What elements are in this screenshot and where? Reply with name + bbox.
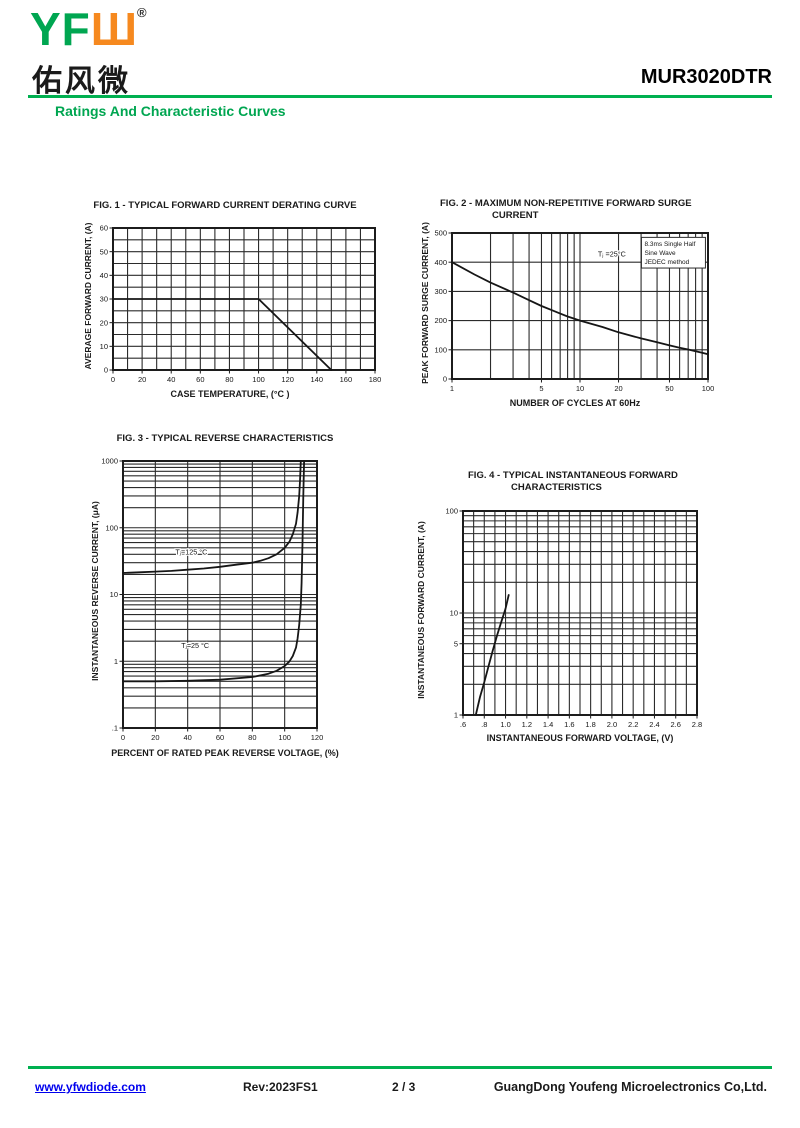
svg-text:160: 160 (340, 375, 353, 384)
figure-2: FIG. 2 - MAXIMUM NON-REPETITIVE FORWARD … (405, 192, 750, 422)
fig3-title: FIG. 3 - TYPICAL REVERSE CHARACTERISTICS (116, 433, 334, 444)
svg-text:20: 20 (100, 318, 108, 327)
svg-text:100: 100 (105, 523, 118, 532)
svg-text:80: 80 (248, 733, 256, 742)
fig1-title: FIG. 1 - TYPICAL FORWARD CURRENT DERATIN… (93, 200, 357, 211)
figure-3: FIG. 3 - TYPICAL REVERSE CHARACTERISTICS… (55, 430, 395, 770)
page-number: 2 / 3 (392, 1080, 416, 1094)
svg-text:.8: .8 (481, 720, 487, 729)
svg-text:1: 1 (450, 384, 454, 393)
svg-text:80: 80 (225, 375, 233, 384)
svg-text:10: 10 (110, 590, 118, 599)
svg-text:100: 100 (434, 345, 447, 354)
svg-text:200: 200 (434, 316, 447, 325)
revision-label: Rev:2023FS1 (243, 1080, 318, 1094)
svg-text:Sine Wave: Sine Wave (644, 250, 676, 257)
svg-text:60: 60 (100, 224, 108, 233)
svg-text:20: 20 (138, 375, 146, 384)
svg-text:40: 40 (183, 733, 191, 742)
svg-text:100: 100 (252, 375, 265, 384)
figure-1: FIG. 1 - TYPICAL FORWARD CURRENT DERATIN… (55, 196, 395, 411)
fig3-chart-canvas: 0 20 40 60 80 100 120 1000 100 10 1 .1 Tⱼ=125 °C Tⱼ=2… (101, 457, 324, 742)
svg-text:20: 20 (151, 733, 159, 742)
svg-text:100: 100 (445, 507, 458, 516)
svg-text:10: 10 (100, 342, 108, 351)
svg-text:0: 0 (121, 733, 125, 742)
svg-text:1.4: 1.4 (543, 720, 553, 729)
svg-text:30: 30 (100, 295, 108, 304)
svg-text:100: 100 (278, 733, 291, 742)
svg-text:180: 180 (369, 375, 382, 384)
figure-4: FIG. 4 - TYPICAL INSTANTANEOUS FORWARD C… (400, 460, 745, 760)
svg-text:50: 50 (665, 384, 673, 393)
fig2-chart-canvas: 1 5 10 20 50 100 0 100 200 300 400 500 Tⱼ =25°C 8.3ms… (434, 229, 715, 393)
website-link[interactable]: www.yfwdiode.com (35, 1080, 146, 1094)
svg-text:50: 50 (100, 247, 108, 256)
svg-text:Tⱼ =25°C: Tⱼ =25°C (598, 249, 626, 258)
fig4-x-axis-label: INSTANTANEOUS FORWARD VOLTAGE, (V) (486, 733, 674, 743)
svg-text:400: 400 (434, 258, 447, 267)
svg-text:140: 140 (311, 375, 324, 384)
svg-text:.1: .1 (112, 724, 118, 733)
svg-text:300: 300 (434, 287, 447, 296)
svg-text:1.8: 1.8 (585, 720, 595, 729)
svg-text:2.8: 2.8 (692, 720, 702, 729)
svg-text:1: 1 (454, 711, 458, 720)
svg-text:0: 0 (443, 375, 447, 384)
registered-trademark-icon: ® (137, 5, 147, 20)
header-divider (28, 95, 772, 98)
yfw-logo: YFШ® (30, 6, 147, 52)
fig4-chart-canvas: .6 .8 1.0 1.2 1.4 1.6 1.8 2.0 2.2 2.4 2.6 2.8 100 10 5… (445, 507, 702, 729)
logo-w-icon: Ш (90, 3, 138, 55)
svg-text:20: 20 (614, 384, 622, 393)
svg-text:2.6: 2.6 (671, 720, 681, 729)
fig3-x-axis-label: PERCENT OF RATED PEAK REVERSE VOLTAGE, (… (111, 748, 339, 758)
svg-text:500: 500 (434, 229, 447, 238)
part-number: MUR3020DTR (640, 66, 772, 88)
svg-text:Tⱼ=25 °C: Tⱼ=25 °C (181, 641, 209, 650)
svg-text:5: 5 (454, 639, 458, 648)
svg-text:5: 5 (539, 384, 543, 393)
svg-text:.6: .6 (460, 720, 466, 729)
svg-text:2.0: 2.0 (607, 720, 617, 729)
svg-text:Tⱼ=125 °C: Tⱼ=125 °C (175, 547, 207, 556)
svg-text:JEDEC method: JEDEC method (644, 259, 689, 266)
logo-text-green: YF (30, 3, 91, 55)
svg-text:8.3ms Single Half: 8.3ms Single Half (644, 241, 695, 248)
svg-text:1.0: 1.0 (500, 720, 510, 729)
company-name: GuangDong Youfeng Microelectronics Co,Lt… (493, 1080, 767, 1094)
svg-text:1.2: 1.2 (522, 720, 532, 729)
svg-text:1: 1 (114, 657, 118, 666)
fig2-x-axis-label: NUMBER OF CYCLES AT 60Hz (509, 398, 641, 408)
svg-text:0: 0 (104, 366, 108, 375)
svg-text:10: 10 (450, 609, 458, 618)
svg-text:100: 100 (702, 384, 715, 393)
svg-text:1000: 1000 (101, 457, 118, 466)
svg-text:40: 40 (167, 375, 175, 384)
fig4-title: FIG. 4 - TYPICAL INSTANTANEOUS FORWARD C… (468, 470, 678, 493)
svg-text:60: 60 (216, 733, 224, 742)
svg-text:1.6: 1.6 (564, 720, 574, 729)
section-title: Ratings And Characteristic Curves (55, 103, 286, 119)
fig1-chart-canvas: 0 20 40 60 80 100 120 140 160 180 0 10 20 30 40 50 60 (100, 224, 382, 384)
svg-text:2.4: 2.4 (649, 720, 659, 729)
logo-chinese-name: 佑风微 (32, 65, 131, 98)
fig2-title: FIG. 2 - MAXIMUM NON-REPETITIVE FORWARD … (440, 198, 692, 221)
svg-text:120: 120 (311, 733, 324, 742)
svg-text:2.2: 2.2 (628, 720, 638, 729)
svg-text:40: 40 (100, 271, 108, 280)
svg-text:0: 0 (111, 375, 115, 384)
svg-text:120: 120 (281, 375, 294, 384)
fig1-x-axis-label: CASE TEMPERATURE, (°C ) (170, 389, 290, 399)
footer-divider (28, 1066, 772, 1069)
svg-text:60: 60 (196, 375, 204, 384)
svg-text:10: 10 (576, 384, 584, 393)
